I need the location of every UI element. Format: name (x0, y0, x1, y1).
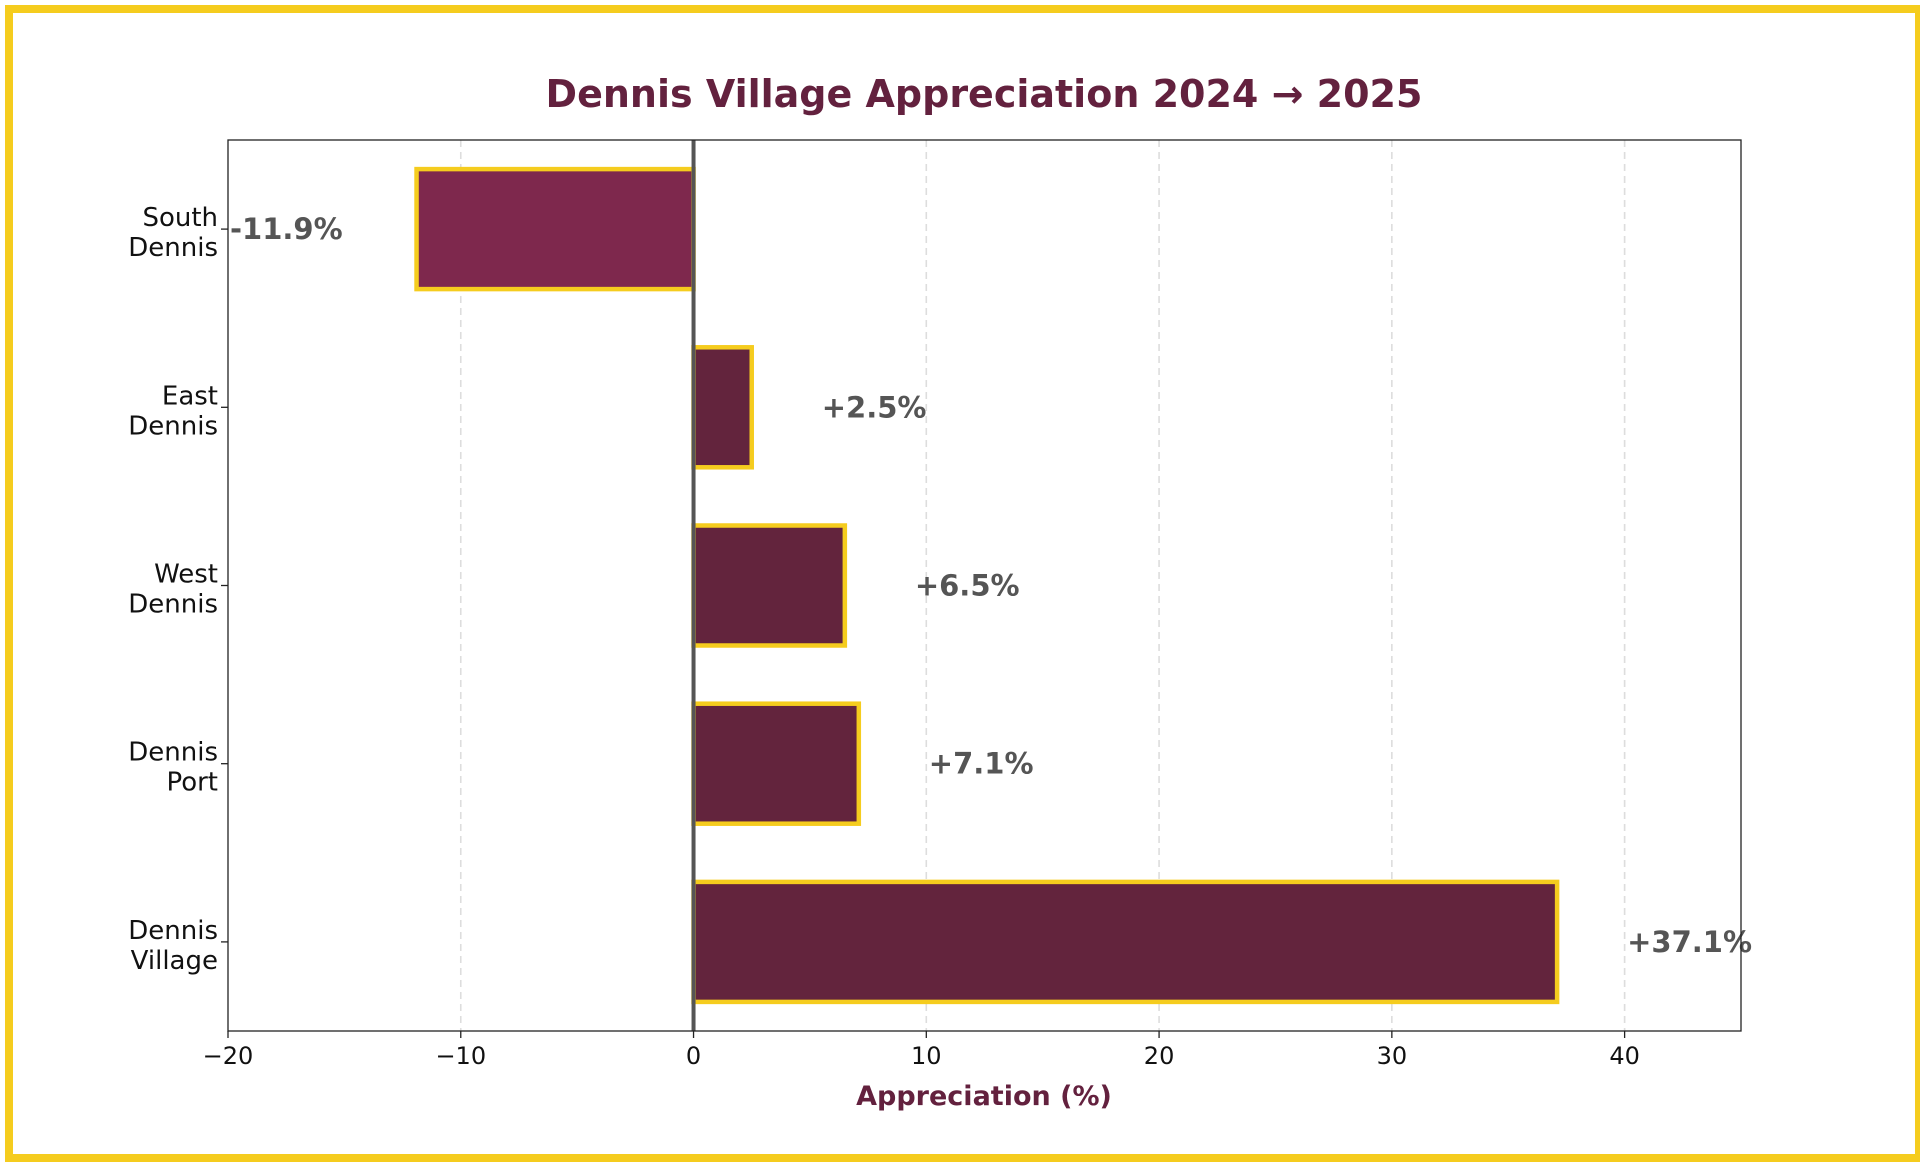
data-label: +6.5% (915, 569, 1020, 603)
y-tick-label-line: Dennis (128, 916, 218, 946)
y-tick-label-line: Dennis (128, 411, 218, 441)
y-tick-label-line: Dennis (128, 590, 218, 620)
y-tick-label: East Dennis (128, 381, 218, 441)
x-tick-label: 30 (1377, 1042, 1408, 1070)
bar (414, 166, 696, 292)
y-tick-label: West Dennis (128, 560, 218, 620)
x-axis-label: Appreciation (%) (856, 1081, 1112, 1112)
y-tick-label-line: Village (131, 946, 218, 976)
y-tick-label-line: Dennis (128, 233, 218, 263)
y-tick-label-line: Port (166, 768, 218, 798)
data-label: +2.5% (822, 390, 927, 424)
y-tick-label-line: East (162, 381, 218, 411)
bar (691, 345, 754, 470)
x-tick-label: 40 (1609, 1042, 1640, 1070)
x-tick-label: 0 (686, 1042, 701, 1070)
y-tick-label: Dennis Village (128, 916, 218, 976)
data-label: +37.1% (1627, 925, 1752, 959)
plot-area-border (227, 139, 1742, 1032)
data-label: -11.9% (230, 212, 343, 246)
bar (691, 879, 1560, 1005)
y-tick-label-line: Dennis (128, 738, 218, 768)
x-tick-label: 10 (911, 1042, 942, 1070)
x-tick-label: −10 (435, 1042, 486, 1070)
bar (691, 701, 862, 826)
chart-title: Dennis Village Appreciation 2024 → 2025 (546, 72, 1423, 116)
data-labels: -11.9% +2.5% +6.5% +7.1% +37.1% (230, 140, 1752, 1031)
x-tick-label: −20 (203, 1042, 254, 1070)
x-tick-label: 20 (1144, 1042, 1175, 1070)
y-tick-label-line: South (142, 203, 218, 233)
bar (691, 523, 848, 648)
y-tick-label: South Dennis (128, 203, 218, 263)
y-tick-label: Dennis Port (128, 738, 218, 798)
data-label: +7.1% (929, 747, 1034, 781)
y-tick-label-line: West (154, 560, 218, 590)
x-axis-ticks: −20 −10 0 10 20 30 40 (203, 1031, 1640, 1070)
